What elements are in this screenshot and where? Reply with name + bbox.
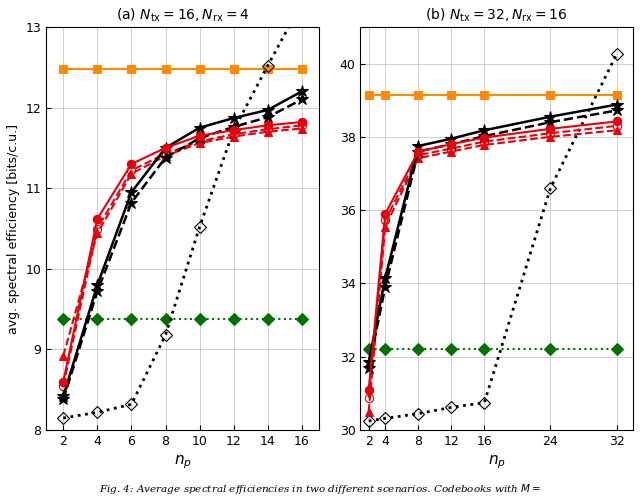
Title: (a) $N_{\mathrm{tx}} = 16, N_{\mathrm{rx}} = 4$: (a) $N_{\mathrm{tx}} = 16, N_{\mathrm{rx… [116, 7, 249, 24]
X-axis label: $n_p$: $n_p$ [488, 454, 506, 471]
X-axis label: $n_p$: $n_p$ [173, 454, 191, 471]
Text: Fig. 4: Average spectral efficiencies in two different scenarios. Codebooks with: Fig. 4: Average spectral efficiencies in… [99, 482, 541, 496]
Title: (b) $N_{\mathrm{tx}} = 32, N_{\mathrm{rx}} = 16$: (b) $N_{\mathrm{tx}} = 32, N_{\mathrm{rx… [426, 7, 568, 24]
Y-axis label: avg. spectral efficiency [bits/c.u.]: avg. spectral efficiency [bits/c.u.] [7, 124, 20, 334]
